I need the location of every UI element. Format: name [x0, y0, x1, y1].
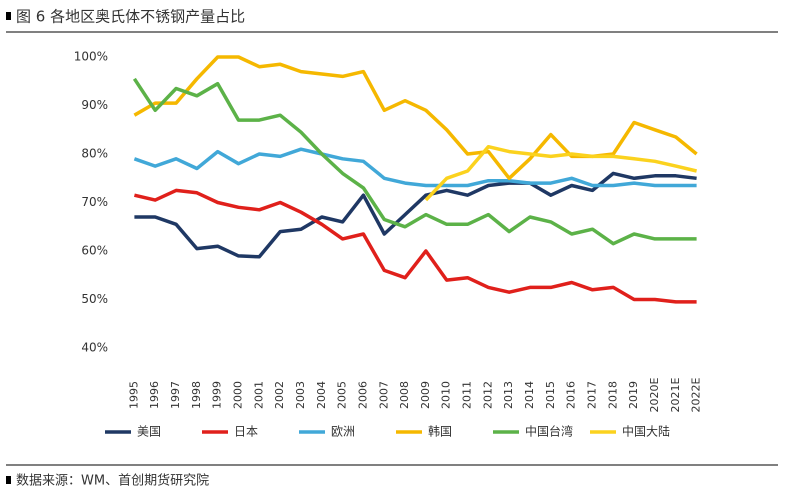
legend-label: 中国台湾	[525, 424, 573, 439]
series-line	[133, 188, 697, 304]
y-tick-label: 50%	[81, 292, 108, 306]
bullet	[6, 476, 11, 484]
bullet	[6, 12, 11, 20]
x-tick-label: 2013	[502, 381, 515, 409]
x-tick-label: 2007	[377, 381, 390, 409]
y-tick-label: 40%	[81, 341, 108, 355]
y-tick-label: 60%	[81, 244, 108, 258]
y-tick-label: 80%	[81, 147, 108, 161]
x-tick-label: 1995	[127, 381, 140, 409]
x-tick-label: 2021E	[669, 377, 682, 412]
x-tick-label: 2011	[461, 381, 474, 409]
x-tick-label: 2018	[606, 381, 619, 409]
x-tick-label: 2001	[252, 381, 265, 409]
source-note: 数据来源：WM、首创期货研究院	[16, 473, 209, 489]
series-line	[133, 55, 698, 181]
x-tick-label: 2020E	[648, 377, 661, 412]
x-tick-label: 2004	[315, 381, 328, 409]
series-line	[132, 77, 697, 246]
y-tick-label: 70%	[81, 195, 108, 209]
legend-label: 中国大陆	[622, 424, 670, 439]
x-tick-label: 1998	[190, 381, 203, 409]
x-tick-label: 1996	[148, 381, 161, 409]
legend-label: 欧洲	[331, 425, 355, 439]
x-tick-label: 2016	[565, 381, 578, 409]
y-tick-label: 100%	[74, 50, 108, 64]
x-tick-label: 2019	[627, 381, 640, 409]
x-tick-label: 2017	[585, 381, 598, 409]
x-tick-label: 2010	[440, 381, 453, 409]
series-line	[424, 144, 698, 202]
x-tick-label: 1997	[169, 381, 182, 409]
x-tick-label: 1999	[211, 381, 224, 409]
y-tick-label: 90%	[81, 98, 108, 112]
legend-label: 韩国	[428, 424, 452, 439]
series-line	[133, 147, 697, 188]
x-tick-label: 2003	[294, 381, 307, 409]
x-tick-label: 2006	[356, 381, 369, 409]
x-tick-label: 2022E	[690, 377, 703, 412]
x-tick-label: 2000	[232, 381, 245, 409]
x-tick-label: 2008	[398, 381, 411, 409]
legend-label: 日本	[234, 425, 258, 439]
x-tick-label: 2005	[336, 381, 349, 409]
x-tick-label: 2015	[544, 381, 557, 409]
x-tick-label: 2012	[481, 381, 494, 409]
x-tick-label: 2009	[419, 381, 432, 409]
series-line	[134, 171, 697, 259]
x-tick-label: 2014	[523, 381, 536, 409]
x-tick-label: 2002	[273, 381, 286, 409]
chart-title: 图 6 各地区奥氏体不锈钢产量占比	[16, 8, 245, 26]
legend-label: 美国	[137, 425, 161, 439]
